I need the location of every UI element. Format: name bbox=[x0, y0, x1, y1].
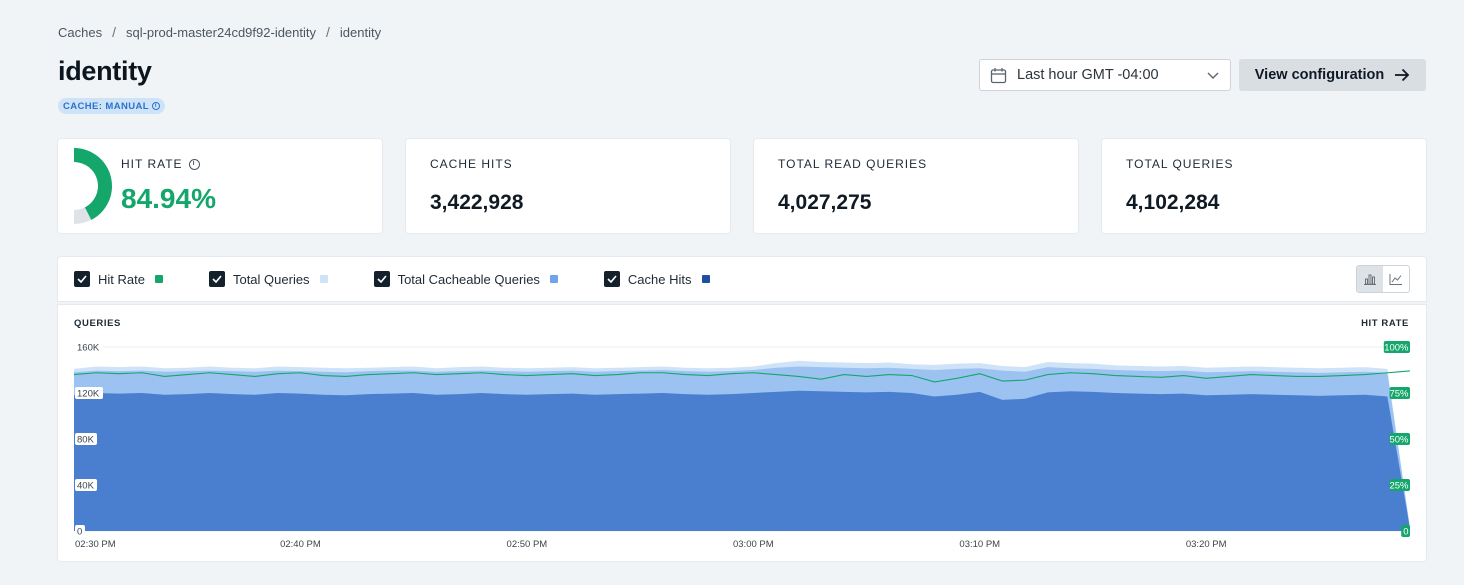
y2-tick-bg bbox=[1389, 433, 1410, 445]
legend-total-queries[interactable]: Total Queries bbox=[208, 271, 328, 287]
cache-hits-value: 3,422,928 bbox=[430, 191, 524, 214]
y-axis-label: QUERIES bbox=[74, 318, 121, 329]
hit-rate-value: 84.94% bbox=[121, 183, 216, 214]
total-queries-label: TOTAL QUERIES bbox=[1126, 157, 1234, 171]
total-read-queries-card: TOTAL READ QUERIES 4,027,275 bbox=[754, 139, 1078, 233]
y-tick-label: 120K bbox=[77, 389, 100, 400]
x-tick-label: 03:10 PM bbox=[959, 539, 1000, 550]
legend-total-queries-label: Total Queries bbox=[232, 271, 310, 287]
breadcrumb-caches[interactable]: Caches bbox=[58, 24, 103, 40]
y2-tick-label: 0 bbox=[1403, 527, 1408, 538]
legend-hit-rate-label: Hit Rate bbox=[98, 271, 145, 287]
bar-chart-view-button[interactable] bbox=[1357, 266, 1383, 292]
y2-tick-bg bbox=[1389, 479, 1410, 491]
chart-legend: Hit Rate Total Queries Total Cacheable Q… bbox=[58, 257, 1426, 301]
total-queries-value: 4,102,284 bbox=[1126, 191, 1220, 214]
legend-swatch bbox=[319, 275, 328, 283]
line-chart-icon bbox=[1389, 274, 1402, 285]
y-tick-bg bbox=[75, 525, 85, 537]
breadcrumb-separator: / bbox=[326, 24, 330, 40]
checkbox-checked-icon[interactable] bbox=[208, 271, 225, 287]
x-tick-label: 02:40 PM bbox=[280, 539, 321, 550]
queries-chart-svg: QUERIES HIT RATE 0 40K 80K 120K 160K 0 25% 50% 7… bbox=[73, 318, 1411, 550]
y2-axis-label: HIT RATE bbox=[1361, 318, 1409, 329]
y-tick-label: 160K bbox=[77, 343, 100, 354]
cache-hits-card: CACHE HITS 3,422,928 bbox=[406, 139, 730, 233]
y2-tick-label: 25% bbox=[1389, 481, 1409, 492]
checkbox-checked-icon[interactable] bbox=[603, 271, 620, 287]
hit-rate-donut bbox=[74, 148, 113, 224]
time-range-value: Last hour GMT -04:00 bbox=[1017, 67, 1159, 83]
y2-tick-bg bbox=[1383, 341, 1410, 353]
view-configuration-label: View configuration bbox=[1254, 67, 1385, 83]
page-title: identity bbox=[58, 56, 152, 86]
checkbox-checked-icon[interactable] bbox=[373, 271, 390, 287]
legend-swatch bbox=[549, 275, 558, 283]
chevron-down-icon bbox=[1207, 72, 1219, 79]
hit-rate-card: HIT RATE i 84.94% bbox=[58, 139, 382, 233]
y-tick-label: 40K bbox=[77, 481, 95, 492]
cache-hits-label: CACHE HITS bbox=[430, 157, 513, 171]
cache-mode-label: CACHE: MANUAL bbox=[63, 100, 149, 112]
y-tick-label: 80K bbox=[77, 435, 95, 446]
total-read-queries-label: TOTAL READ QUERIES bbox=[778, 157, 928, 171]
total-queries-card: TOTAL QUERIES 4,102,284 bbox=[1102, 139, 1426, 233]
y-tick-bg bbox=[75, 341, 103, 353]
y2-tick-label: 75% bbox=[1389, 389, 1409, 400]
legend-total-cacheable-queries-label: Total Cacheable Queries bbox=[397, 271, 540, 287]
legend-cache-hits-label: Cache Hits bbox=[627, 271, 692, 287]
time-range-select[interactable]: Last hour GMT -04:00 bbox=[979, 59, 1231, 91]
legend-hit-rate[interactable]: Hit Rate bbox=[74, 271, 163, 287]
hit-rate-label: HIT RATE i bbox=[121, 157, 200, 171]
y2-tick-bg bbox=[1401, 525, 1410, 537]
view-configuration-button[interactable]: View configuration bbox=[1239, 59, 1426, 91]
info-icon: i bbox=[151, 102, 160, 110]
checkbox-checked-icon[interactable] bbox=[74, 271, 90, 287]
x-tick-label: 03:20 PM bbox=[1186, 539, 1227, 550]
breadcrumb-separator: / bbox=[112, 24, 116, 40]
queries-chart: QUERIES HIT RATE 0 40K 80K 120K 160K 0 25% 50% 7… bbox=[58, 305, 1426, 561]
y-tick-bg bbox=[75, 387, 103, 399]
y-tick-bg bbox=[75, 433, 97, 445]
info-icon[interactable]: i bbox=[188, 158, 200, 170]
y2-tick-label: 100% bbox=[1384, 343, 1409, 354]
y2-tick-label: 50% bbox=[1389, 435, 1409, 446]
y-tick-bg bbox=[75, 479, 97, 491]
total-read-queries-value: 4,027,275 bbox=[778, 191, 872, 214]
legend-swatch bbox=[701, 275, 710, 283]
y-tick-label: 0 bbox=[77, 527, 82, 538]
breadcrumb: Caches / sql-prod-master24cd9f92-identit… bbox=[58, 24, 381, 40]
x-tick-label: 03:00 PM bbox=[733, 539, 774, 550]
bar-chart-icon bbox=[1364, 274, 1376, 285]
line-chart-view-button[interactable] bbox=[1383, 266, 1409, 292]
hit-rate-label-text: HIT RATE bbox=[121, 157, 183, 171]
legend-cache-hits[interactable]: Cache Hits bbox=[603, 271, 710, 287]
chart-view-toggle bbox=[1356, 265, 1410, 293]
y2-tick-bg bbox=[1389, 387, 1410, 399]
line-hit-rate bbox=[73, 370, 1411, 383]
breadcrumb-current: identity bbox=[339, 24, 382, 40]
legend-swatch bbox=[154, 275, 163, 283]
legend-total-cacheable-queries[interactable]: Total Cacheable Queries bbox=[373, 271, 558, 287]
x-tick-label: 02:30 PM bbox=[75, 539, 116, 550]
arrow-right-icon bbox=[1395, 68, 1410, 82]
area-cache-hits bbox=[74, 390, 1410, 531]
breadcrumb-cache-name[interactable]: sql-prod-master24cd9f92-identity bbox=[125, 24, 317, 40]
x-tick-label: 02:50 PM bbox=[507, 539, 548, 550]
calendar-icon bbox=[990, 67, 1007, 83]
cache-mode-badge[interactable]: CACHE: MANUAL i bbox=[58, 98, 165, 114]
